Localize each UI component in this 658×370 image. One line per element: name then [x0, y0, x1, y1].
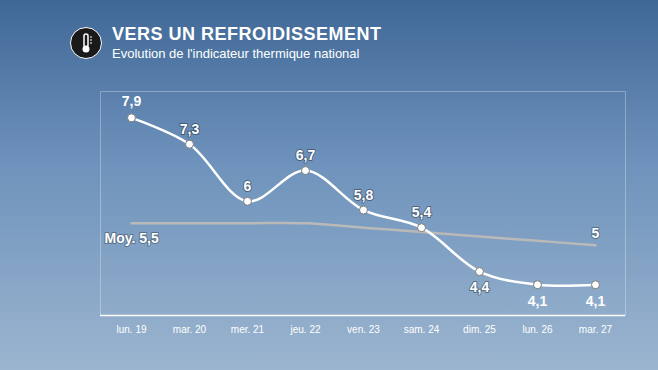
- svg-text:6,7: 6,7: [296, 147, 316, 163]
- svg-text:mar. 20: mar. 20: [173, 324, 207, 335]
- svg-text:lun. 26: lun. 26: [522, 324, 552, 335]
- svg-text:7,9: 7,9: [122, 93, 142, 109]
- svg-text:4,1: 4,1: [586, 293, 606, 309]
- svg-text:7,3: 7,3: [180, 121, 200, 137]
- svg-text:ven. 23: ven. 23: [347, 324, 380, 335]
- svg-text:jeu. 22: jeu. 22: [289, 324, 320, 335]
- svg-text:lun. 19: lun. 19: [116, 324, 146, 335]
- svg-text:4,4: 4,4: [470, 279, 490, 295]
- html-text:VERS UN REFROIDISSEMENT: VERS UN REFROIDISSEMENT: [112, 24, 382, 44]
- html-text:Evolution de l'indicateur ther: Evolution de l'indicateur thermique nati…: [112, 46, 360, 61]
- svg-text:5,8: 5,8: [354, 187, 374, 203]
- svg-text:4,1: 4,1: [528, 293, 548, 309]
- svg-text:sam. 24: sam. 24: [404, 324, 440, 335]
- svg-text:mar. 27: mar. 27: [579, 324, 613, 335]
- svg-text:mer. 21: mer. 21: [231, 324, 265, 335]
- svg-text:Moy. 5,5: Moy. 5,5: [105, 230, 159, 246]
- svg-text:6: 6: [244, 178, 252, 194]
- svg-text:5,4: 5,4: [412, 204, 432, 220]
- svg-text:dim. 25: dim. 25: [463, 324, 496, 335]
- svg-text:5: 5: [592, 225, 600, 241]
